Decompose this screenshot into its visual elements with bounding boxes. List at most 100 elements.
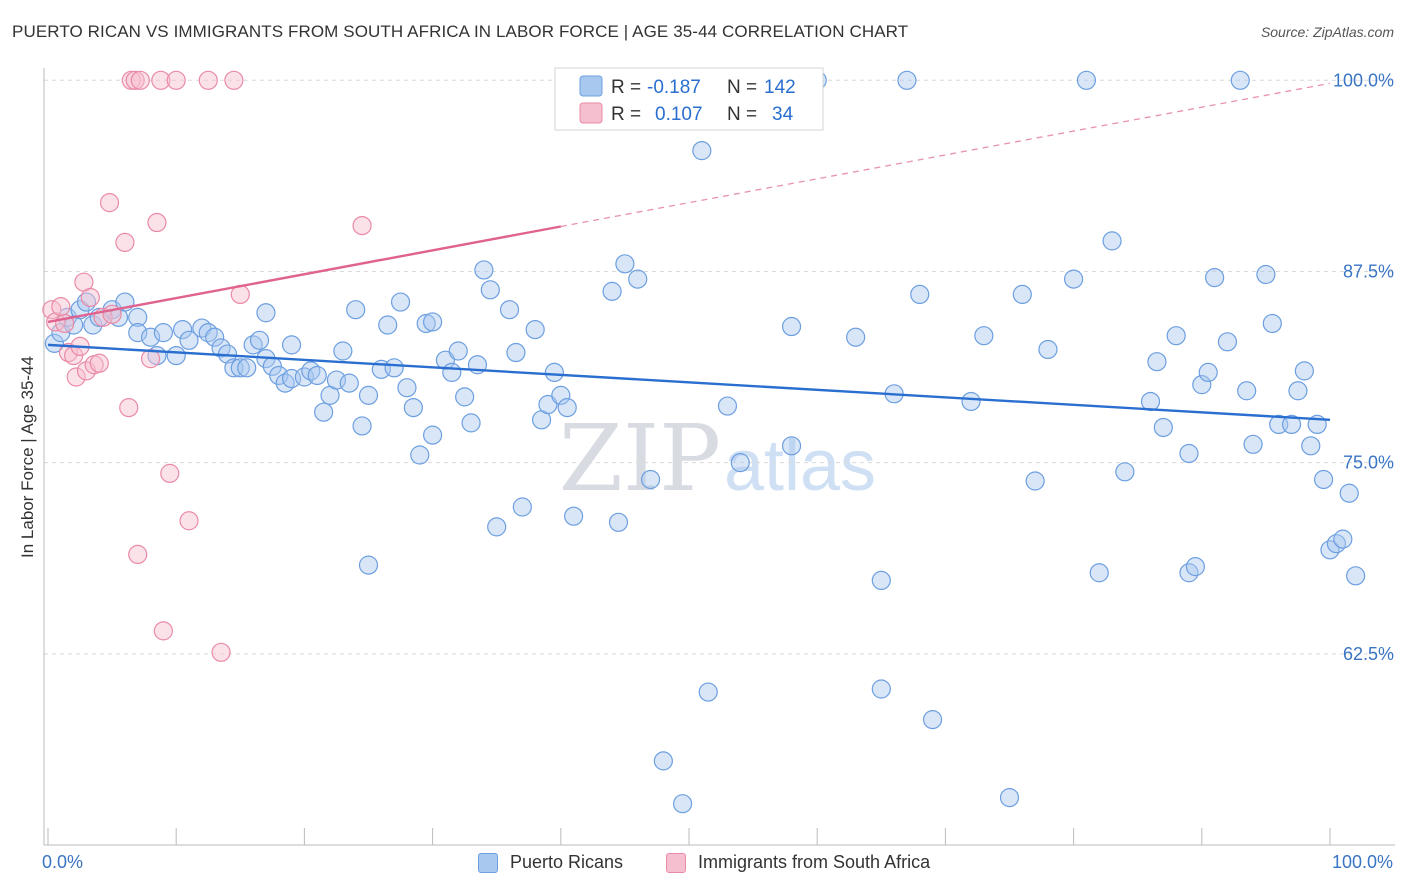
point-puerto-rican-75: [557, 397, 577, 418]
point-puerto-rican-100: [922, 709, 943, 730]
y-tick-label-3: 100.0%: [1333, 70, 1394, 90]
point-puerto-rican-88: [717, 396, 738, 416]
point-south-africa-29: [198, 70, 218, 90]
chart-title: PUERTO RICAN VS IMMIGRANTS FROM SOUTH AF…: [12, 22, 909, 41]
legend-r-label-1: R =: [611, 77, 641, 98]
legend-swatch-blue: [579, 75, 603, 97]
point-puerto-rican-106: [1038, 339, 1058, 360]
y-tick-label-0: 62.5%: [1343, 644, 1394, 664]
point-puerto-rican-92: [781, 316, 802, 337]
point-puerto-rican-56: [423, 312, 443, 332]
legend-r-value-1: -0.187: [647, 77, 701, 98]
point-puerto-rican-116: [1179, 443, 1199, 464]
point-puerto-rican-61: [455, 387, 475, 407]
point-south-africa-27: [166, 70, 186, 90]
point-south-africa-14: [99, 193, 120, 213]
point-puerto-rican-11: [128, 307, 148, 327]
point-puerto-rican-6: [83, 315, 103, 335]
point-puerto-rican-104: [1012, 284, 1032, 305]
point-puerto-rican-132: [1301, 436, 1321, 456]
point-puerto-rican-130: [1288, 381, 1308, 401]
point-puerto-rican-124: [1237, 381, 1257, 401]
point-puerto-rican-139: [1346, 566, 1366, 586]
source-credit: Source: ZipAtlas.com: [1260, 24, 1394, 40]
point-puerto-rican-15: [153, 323, 173, 343]
point-puerto-rican-21: [205, 327, 225, 347]
point-puerto-rican-64: [474, 260, 494, 280]
point-puerto-rican-99: [910, 284, 930, 305]
legend-n-label-1: N =: [727, 77, 757, 98]
point-puerto-rican-13: [140, 327, 161, 347]
point-south-africa-6: [66, 367, 86, 387]
legend-item-south-africa: Immigrants from South Africa: [666, 852, 930, 873]
point-puerto-rican-138: [1339, 483, 1359, 503]
point-puerto-rican-113: [1147, 352, 1167, 372]
point-puerto-rican-35: [281, 335, 302, 355]
point-puerto-rican-109: [1089, 563, 1109, 583]
point-puerto-rican-74: [551, 385, 571, 405]
point-south-africa-22: [140, 349, 161, 369]
point-puerto-rican-43: [339, 373, 359, 393]
point-puerto-rican-84: [672, 794, 693, 814]
point-puerto-rican-45: [352, 416, 372, 436]
point-puerto-rican-98: [897, 70, 917, 90]
point-puerto-rican-115: [1166, 326, 1186, 346]
correlation-legend: R = -0.187 N = 142 R = 0.107 N = 34: [554, 67, 824, 131]
point-puerto-rican-125: [1243, 434, 1263, 454]
point-puerto-rican-67: [499, 300, 520, 320]
point-puerto-rican-80: [615, 254, 635, 274]
point-south-africa-33: [352, 215, 372, 236]
point-south-africa-24: [151, 70, 171, 90]
point-puerto-rican-44: [346, 300, 366, 320]
point-puerto-rican-123: [1230, 70, 1250, 90]
point-puerto-rican-54: [410, 445, 430, 465]
point-south-africa-31: [224, 70, 244, 90]
legend-item-puerto-ricans: Puerto Ricans: [478, 852, 623, 873]
y-tick-label-1: 75.0%: [1343, 453, 1394, 473]
point-south-africa-28: [179, 511, 199, 531]
point-puerto-rican-105: [1025, 471, 1045, 491]
series-immigrants-south-africa: [42, 70, 372, 662]
legend-n-value-2: 34: [772, 104, 794, 125]
point-puerto-rican-60: [448, 341, 468, 361]
y-tick-labels: 62.5% 75.0% 87.5% 100.0%: [1333, 70, 1394, 664]
point-south-africa-4: [58, 342, 79, 363]
watermark-zip: ZIP: [559, 405, 721, 512]
point-south-africa-2: [51, 297, 71, 317]
point-puerto-rican-17: [173, 319, 193, 340]
point-puerto-rican-49: [378, 315, 398, 335]
point-puerto-rican-52: [397, 378, 417, 398]
point-puerto-rican-65: [480, 280, 500, 300]
legend-swatch-puerto-ricans: [478, 852, 498, 873]
trend-line-puerto-ricans: [47, 343, 1331, 422]
point-puerto-rican-18: [179, 330, 199, 350]
point-puerto-rican-53: [403, 397, 423, 418]
point-puerto-rican-101: [961, 391, 981, 412]
point-puerto-rican-94: [846, 327, 866, 347]
point-puerto-rican-81: [628, 269, 648, 289]
point-puerto-rican-86: [698, 682, 718, 702]
legend-n-value-1: 142: [764, 77, 796, 98]
point-south-africa-20: [128, 544, 148, 565]
point-puerto-rican-38: [307, 365, 327, 386]
point-puerto-rican-79: [608, 512, 629, 532]
trend-lines: [47, 82, 1331, 422]
point-puerto-rican-76: [564, 506, 584, 526]
point-puerto-rican-68: [506, 342, 526, 363]
point-south-africa-23: [147, 212, 167, 233]
x-tick-label-right: 100.0%: [1331, 852, 1393, 872]
point-puerto-rican-134: [1313, 469, 1334, 490]
point-puerto-rican-69: [512, 497, 532, 517]
point-puerto-rican-12: [128, 323, 148, 343]
point-puerto-rican-126: [1256, 264, 1276, 285]
legend-label-puerto-ricans: Puerto Ricans: [510, 852, 624, 872]
point-puerto-rican-39: [314, 402, 334, 422]
point-south-africa-17: [119, 397, 139, 418]
point-puerto-rican-118: [1185, 557, 1205, 577]
legend-n-label-2: N =: [727, 104, 757, 125]
point-puerto-rican-70: [525, 319, 545, 340]
point-puerto-rican-83: [653, 751, 673, 771]
point-puerto-rican-0: [44, 333, 65, 353]
legend-swatch-pink: [579, 102, 603, 124]
legend-r-label-2: R =: [611, 104, 641, 125]
